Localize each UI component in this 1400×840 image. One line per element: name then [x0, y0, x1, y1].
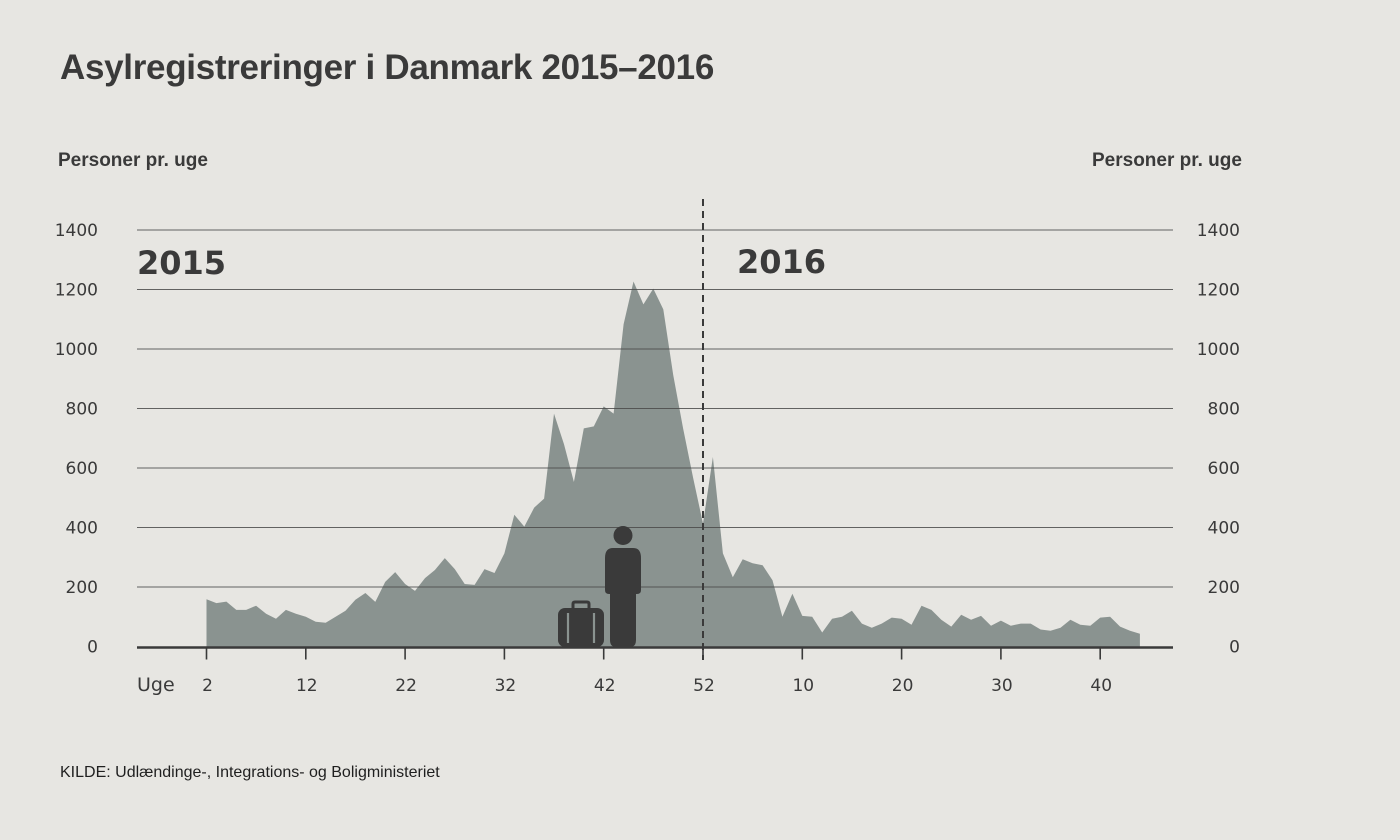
x-tick-label-4: 42 — [594, 676, 616, 696]
x-tick-label-3: 32 — [495, 676, 517, 696]
y-tick-right-1000: 1000 — [1197, 340, 1240, 360]
x-tick-label-7: 20 — [892, 676, 914, 696]
y-tick-left-1400: 1400 — [55, 221, 98, 241]
x-tick-label-6: 10 — [792, 676, 814, 696]
y-tick-right-800: 800 — [1208, 400, 1240, 420]
grid-layer: 0 0 200 200 400 400 600 600 800 800 1000 1000 1200 12… — [55, 221, 1240, 658]
x-tick-label-1: 12 — [296, 676, 318, 696]
chart-title: Asylregistreringer i Danmark 2015–2016 — [60, 48, 714, 87]
x-tick-label-8: 30 — [991, 676, 1013, 696]
y-tick-right-400: 400 — [1208, 519, 1240, 539]
x-tick-label-9: 40 — [1090, 676, 1112, 696]
year-label-2015: 2015 — [137, 244, 226, 282]
y-tick-left-1200: 1200 — [55, 281, 98, 301]
x-axis-label: Uge — [137, 674, 175, 696]
y-tick-right-200: 200 — [1208, 578, 1240, 598]
y-tick-left-1000: 1000 — [55, 340, 98, 360]
y-tick-right-1200: 1200 — [1197, 281, 1240, 301]
y-tick-left-400: 400 — [66, 519, 98, 539]
y-tick-right-0: 0 — [1229, 638, 1240, 658]
y-tick-left-800: 800 — [66, 400, 98, 420]
y-tick-right-1400: 1400 — [1197, 221, 1240, 241]
y-axis-label-right: Personer pr. uge — [1092, 150, 1242, 171]
y-tick-right-600: 600 — [1208, 459, 1240, 479]
person-icon — [605, 526, 641, 647]
y-tick-left-600: 600 — [66, 459, 98, 479]
y-axis-label-left: Personer pr. uge — [58, 150, 208, 171]
area-layer — [206, 281, 1140, 647]
suitcase-icon — [558, 600, 604, 647]
x-tick-label-2: 22 — [395, 676, 417, 696]
source-note: KILDE: Udlændinge-, Integrations- og Bol… — [60, 764, 440, 781]
year-label-2016: 2016 — [737, 243, 826, 281]
x-tick-label-0: 2 — [202, 676, 213, 696]
y-tick-left-0: 0 — [87, 638, 98, 658]
x-tick-label-5: 52 — [693, 676, 715, 696]
area-series — [206, 281, 1140, 647]
pictogram — [558, 526, 641, 647]
axis-layer: 2 12 22 32 42 52 10 20 30 40 — [137, 199, 1173, 696]
y-tick-left-200: 200 — [66, 578, 98, 598]
